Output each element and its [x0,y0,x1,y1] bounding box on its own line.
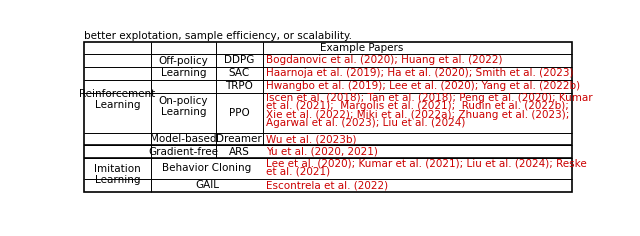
Text: Escontrela et al. (2022): Escontrela et al. (2022) [266,180,388,190]
Text: Hwangbo et al. (2019); Lee et al. (2020); Yang et al. (2022b): Hwangbo et al. (2019); Lee et al. (2020)… [266,81,580,92]
Text: DDPG: DDPG [224,55,255,65]
Text: Haarnoja et al. (2019); Ha et al. (2020); Smith et al. (2023): Haarnoja et al. (2019); Ha et al. (2020)… [266,68,573,78]
Text: TRPO: TRPO [225,81,253,92]
Text: Bogdanovic et al. (2020); Huang et al. (2022): Bogdanovic et al. (2020); Huang et al. (… [266,55,502,65]
Text: better explotation, sample efficiency, or scalability.: better explotation, sample efficiency, o… [84,31,352,41]
Text: et al. (2021);  Margolis et al. (2021);  Rudin et al. (2022b);: et al. (2021); Margolis et al. (2021); R… [266,101,569,111]
Text: On-policy
Learning: On-policy Learning [159,96,208,117]
Text: Yu et al. (2020, 2021): Yu et al. (2020, 2021) [266,147,378,156]
Text: Gradient-free: Gradient-free [148,147,218,156]
Text: Xie et al. (2022); Miki et al. (2022a); Zhuang et al. (2023);: Xie et al. (2022); Miki et al. (2022a); … [266,110,570,120]
Bar [84,42,572,192]
Text: Example Papers: Example Papers [320,43,403,53]
Text: SAC: SAC [228,68,250,78]
Text: GAIL: GAIL [195,180,219,190]
Text: Wu et al. (2023b): Wu et al. (2023b) [266,134,356,144]
Text: Model-based: Model-based [150,134,217,144]
Text: Reinforcement
Learning: Reinforcement Learning [79,89,156,110]
Text: Iscen et al. (2018); Tan et al. (2018); Peng et al. (2020); Kumar: Iscen et al. (2018); Tan et al. (2018); … [266,93,593,103]
Text: ARS: ARS [229,147,250,156]
Text: Imitation
Learning: Imitation Learning [94,164,141,185]
Text: Agarwal et al. (2023); Liu et al. (2024): Agarwal et al. (2023); Liu et al. (2024) [266,118,465,128]
Text: Off-policy
Learning: Off-policy Learning [159,56,209,78]
Text: Lee et al. (2020); Kumar et al. (2021); Liu et al. (2024); Reske: Lee et al. (2020); Kumar et al. (2021); … [266,158,587,168]
Text: Dreamer: Dreamer [216,134,262,144]
Text: et al. (2021): et al. (2021) [266,166,330,176]
Text: PPO: PPO [229,108,250,118]
Text: Behavior Cloning: Behavior Cloning [163,164,252,173]
